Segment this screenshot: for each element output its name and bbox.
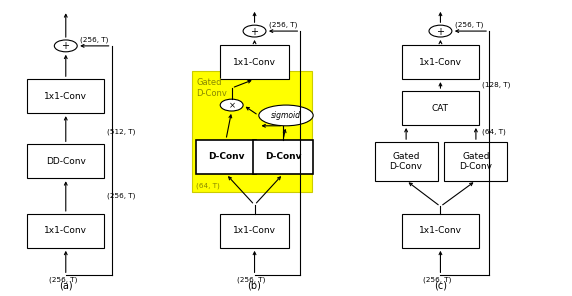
Text: $+$: $+$ xyxy=(61,40,70,52)
Text: (64, T): (64, T) xyxy=(482,128,506,135)
Bar xyxy=(27,79,104,113)
Text: 1x1-Conv: 1x1-Conv xyxy=(44,92,88,101)
Text: (256, T): (256, T) xyxy=(423,277,452,283)
Bar xyxy=(444,142,507,181)
Text: (c): (c) xyxy=(434,280,447,290)
Text: D-Conv: D-Conv xyxy=(208,152,244,161)
Text: (256, T): (256, T) xyxy=(455,22,483,28)
Circle shape xyxy=(429,25,452,37)
Text: sigmoid: sigmoid xyxy=(271,111,301,120)
Circle shape xyxy=(243,25,266,37)
Circle shape xyxy=(220,99,243,111)
Text: $+$: $+$ xyxy=(436,25,445,37)
Text: (256, T): (256, T) xyxy=(49,277,77,283)
Text: CAT: CAT xyxy=(432,104,449,112)
Text: Gated
D-Conv: Gated D-Conv xyxy=(390,152,423,171)
Bar xyxy=(375,142,438,181)
Text: $\times$: $\times$ xyxy=(228,100,236,110)
Circle shape xyxy=(54,40,77,52)
Text: (256, T): (256, T) xyxy=(269,22,297,28)
Text: DD-Conv: DD-Conv xyxy=(46,157,86,166)
Bar xyxy=(253,140,313,174)
Text: 1x1-Conv: 1x1-Conv xyxy=(233,58,276,67)
Text: 1x1-Conv: 1x1-Conv xyxy=(233,226,276,235)
Bar xyxy=(27,214,104,248)
Text: D-Conv: D-Conv xyxy=(265,152,301,161)
Text: (256, T): (256, T) xyxy=(108,193,136,199)
Bar xyxy=(220,45,289,79)
Bar xyxy=(196,140,256,174)
Bar xyxy=(27,144,104,178)
Text: (128, T): (128, T) xyxy=(482,82,510,88)
Bar xyxy=(192,71,312,192)
Text: $+$: $+$ xyxy=(250,25,259,37)
Text: 1x1-Conv: 1x1-Conv xyxy=(419,58,462,67)
Text: Gated
D-Conv: Gated D-Conv xyxy=(196,78,227,98)
Text: (b): (b) xyxy=(248,280,261,290)
Text: (512, T): (512, T) xyxy=(108,128,136,135)
Text: (a): (a) xyxy=(59,280,73,290)
Ellipse shape xyxy=(259,105,313,126)
Bar xyxy=(220,214,289,248)
Text: (256, T): (256, T) xyxy=(80,36,109,43)
Bar xyxy=(402,214,479,248)
Text: 1x1-Conv: 1x1-Conv xyxy=(44,226,88,235)
Bar xyxy=(402,91,479,125)
Text: 1x1-Conv: 1x1-Conv xyxy=(419,226,462,235)
Bar xyxy=(402,45,479,79)
Text: (64, T): (64, T) xyxy=(196,183,220,189)
Text: (256, T): (256, T) xyxy=(237,277,266,283)
Text: Gated
D-Conv: Gated D-Conv xyxy=(459,152,492,171)
